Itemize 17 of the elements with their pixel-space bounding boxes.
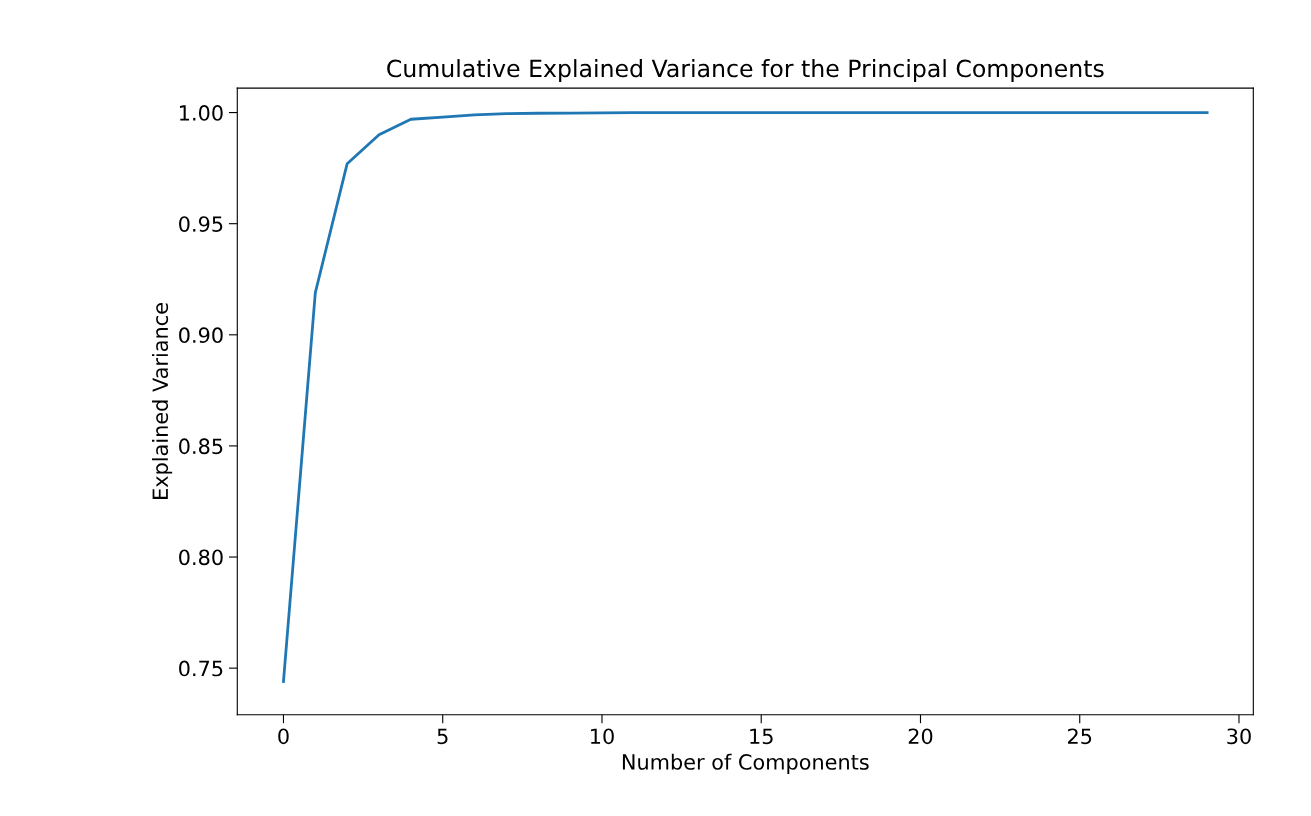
line-series <box>282 111 1209 683</box>
x-tick-label: 5 <box>437 728 448 745</box>
y-tick-label: 0.75 <box>179 660 223 677</box>
x-tick-label: 25 <box>1068 728 1092 745</box>
x-tick-label: 0 <box>278 728 289 745</box>
x-tick-label: 30 <box>1227 728 1251 745</box>
x-tick-label: 10 <box>591 728 614 745</box>
y-axis-title: Explained Variance <box>151 303 173 499</box>
y-tick-label: 0.85 <box>179 438 223 455</box>
x-tick-label: 20 <box>908 728 933 745</box>
y-tick-label: 0.80 <box>179 549 223 566</box>
y-tick-label: 1.00 <box>180 105 223 121</box>
x-axis-title: Number of Components <box>622 753 869 774</box>
chart-title: Cumulative Explained Variance for the Principal Components <box>387 59 1104 82</box>
y-tick-label: 0.90 <box>179 327 223 344</box>
x-tick-label: 15 <box>750 728 773 745</box>
y-tick-label: 0.95 <box>179 216 223 232</box>
